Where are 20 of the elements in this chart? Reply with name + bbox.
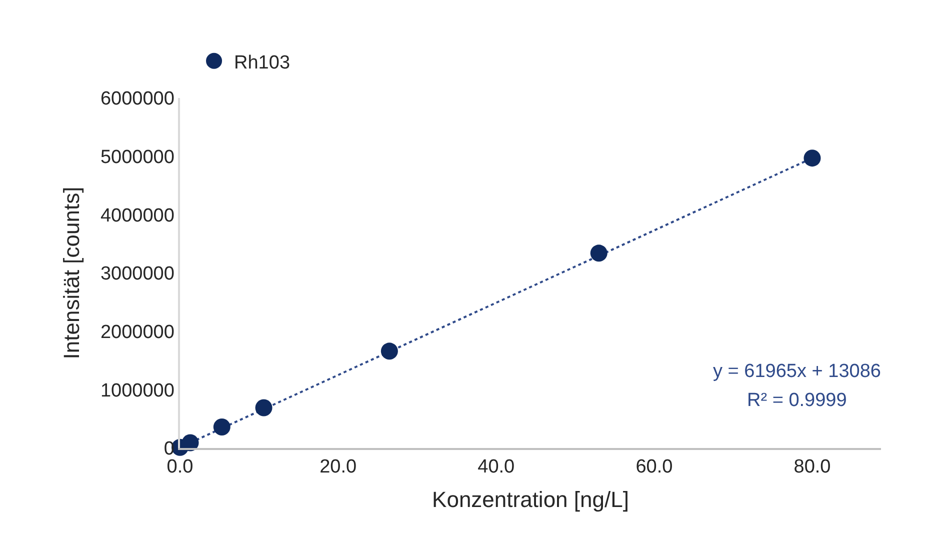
y-tick-label: 1000000 — [100, 380, 174, 402]
point — [380, 342, 398, 360]
x-tick-label: 80.0 — [794, 456, 831, 478]
y-tick-label: 5000000 — [100, 146, 174, 168]
y-tick-label: 3000000 — [100, 264, 174, 285]
y-tick-label: 2000000 — [100, 322, 174, 343]
point — [213, 418, 230, 436]
point — [590, 244, 608, 262]
x-tick-label: 20.0 — [320, 456, 357, 478]
annotation: y = 61965x + 13086 — [713, 361, 881, 382]
point — [255, 399, 272, 416]
point — [804, 150, 821, 167]
y-tick-label: 4000000 — [100, 205, 174, 226]
legend-label: Rh103 — [234, 52, 290, 74]
y-tick-label: 6000000 — [100, 88, 174, 110]
x-tick-label: 60.0 — [636, 456, 673, 478]
annotation: R² = 0.9999 — [747, 390, 847, 411]
y-axis-title: Intensität [counts] — [58, 186, 84, 360]
x-axis-title: Konzentration [ng/L] — [432, 486, 629, 512]
x-tick-label: 40.0 — [478, 456, 515, 478]
